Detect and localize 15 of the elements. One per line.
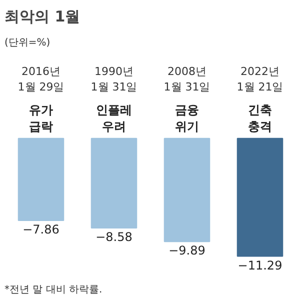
x-tick-label: 2008년 1월 31일 [164,65,210,94]
chart-subtitle: (단위=%) [4,38,50,48]
data-label: −11.29 [238,258,282,272]
x-tick-label: 1990년 1월 31일 [90,65,138,94]
data-label: −9.89 [168,244,206,258]
text: 인플레 우려 [96,102,132,134]
text: 유가 급락 [29,102,53,134]
chart-title: 최악의 1월 [4,8,80,26]
text: 긴축 충격 [248,102,272,134]
x-tick-label: 2022년 1월 21일 [236,65,284,94]
data-label: −8.58 [96,230,132,244]
text: 금융 위기 [175,102,199,134]
data-label: −7.86 [22,222,60,236]
x-tick-label: 2016년 1월 29일 [18,65,64,94]
text: *전년 말 대비 하락률. [4,284,102,296]
